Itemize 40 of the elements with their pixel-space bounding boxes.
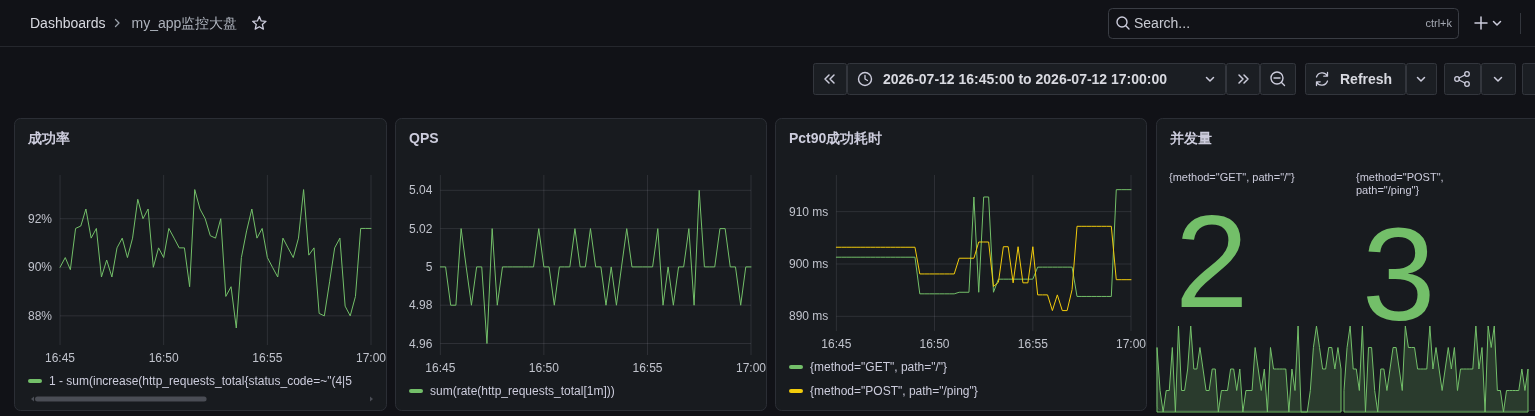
y-tick-label: 88% xyxy=(28,308,53,323)
legend: 1 - sum(increase(http_requests_total{status_code=~"(4|5 xyxy=(28,374,352,388)
x-tick-label: 17:00 xyxy=(1115,337,1147,351)
x-tick-label: 16:55 xyxy=(1017,337,1049,351)
x-tick-label: 16:50 xyxy=(148,351,179,365)
panel-title: 并发量 xyxy=(1170,130,1212,146)
y-tick-label: 4.98 xyxy=(409,298,433,313)
stat-value: 3 xyxy=(1362,200,1436,348)
panel-title: Pct90成功耗时 xyxy=(789,130,883,146)
button-time-range: 2026-07-12 16:45:00 to 2026-07-12 17:00:00 xyxy=(847,63,1226,95)
y-tick-label: 5.02 xyxy=(409,221,433,236)
x-tick-label: 16:50 xyxy=(528,361,560,375)
x-tick-label: 17:00 xyxy=(735,361,767,375)
legend-label: {method="GET", path="/"} xyxy=(810,360,948,374)
panel-title: 成功率 xyxy=(28,130,70,146)
subtitle: {method="GET", path="/"} xyxy=(1169,171,1295,183)
y-tick-label: 910 ms xyxy=(789,204,829,219)
subtitle: {method="POST", path="/ping"} xyxy=(1356,171,1444,196)
y-tick-label: 90% xyxy=(28,260,53,275)
button-refresh: Refresh xyxy=(1305,63,1406,95)
x-tick-label: 16:45 xyxy=(45,351,76,365)
stat-value: 2 xyxy=(1175,187,1249,335)
panel-title: QPS xyxy=(409,130,439,146)
breadcrumb: Dashboards xyxy=(30,15,106,31)
y-tick-label: 5.04 xyxy=(409,183,433,198)
x-tick-label: 16:45 xyxy=(425,361,456,375)
x-tick-label: 16:55 xyxy=(632,361,663,375)
y-tick-label: 900 ms xyxy=(789,256,829,271)
legend: sum(rate(http_requests_total[1m])) xyxy=(409,384,615,398)
dashboard-title: my_app监控大盘 xyxy=(131,15,238,31)
y-tick-label: 890 ms xyxy=(789,309,829,324)
x-tick-label: 16:50 xyxy=(919,337,950,351)
x-tick-label: 17:00 xyxy=(355,351,387,365)
x-tick-label: 16:45 xyxy=(821,337,852,351)
search-box: Search... ctrl+k xyxy=(1108,8,1459,39)
legend-label: {method="POST", path="/ping"} xyxy=(810,384,978,398)
y-tick-label: 92% xyxy=(28,211,53,226)
y-tick-label: 4.96 xyxy=(409,336,433,351)
x-tick-label: 16:55 xyxy=(252,351,283,365)
y-tick-label: 5 xyxy=(425,259,433,274)
